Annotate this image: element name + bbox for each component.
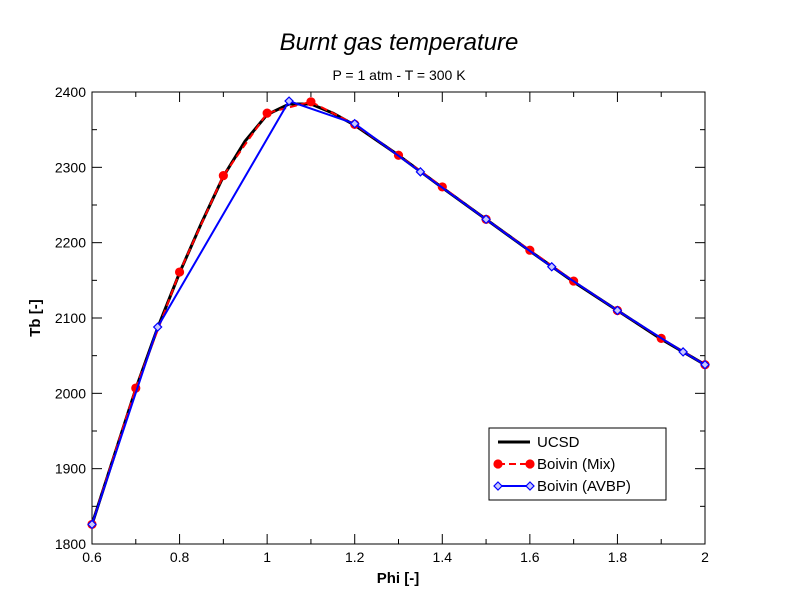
data-point [415,167,426,177]
x-tick-label: 1.6 [520,549,540,565]
data-point [349,118,360,129]
data-point [546,261,557,272]
legend-box [488,427,667,501]
x-tick-label: 0.6 [82,549,102,565]
legend-marker [525,481,535,491]
data-point [481,214,491,225]
series-line [91,100,706,525]
x-tick-label: 1.4 [433,549,453,565]
x-tick-label: 1.2 [345,549,365,565]
x-axis-label: Phi [-] [377,570,420,587]
data-point [678,347,688,357]
y-tick-label: 2200 [55,235,86,251]
data-point [284,96,294,106]
y-tick-label: 2100 [55,310,86,326]
chart-title: Burnt gas temperature [280,29,519,56]
data-point [174,267,185,277]
y-tick-label: 1800 [55,536,86,552]
data-point [152,322,163,332]
y-axis-label: Tb [-] [27,299,44,336]
data-point [262,108,272,118]
legend-label: UCSD [537,434,580,451]
legend-label: Boivin (Mix) [537,456,615,473]
x-tick-label: 1 [263,549,271,565]
legend-marker [493,459,503,469]
y-tick-label: 2400 [55,84,86,100]
legend-label: Boivin (AVBP) [537,478,631,495]
data-point [87,519,97,530]
legend-marker [525,459,535,469]
x-tick-label: 0.8 [170,549,190,565]
plot-area: 0.6 0.8 1 1.2 1.4 1.6 1.8 2 1800 1900 2000 2100 2200… [55,84,710,565]
legend-marker [493,481,503,491]
data-point [306,97,316,107]
data-point [612,305,623,316]
data-point [700,359,710,370]
legend: UCSD Boivin (Mix) Boivin (AVBP) [488,427,667,501]
chart-subtitle: P = 1 atm - T = 300 K [332,67,466,83]
y-tick-label: 2300 [55,159,86,175]
data-point [218,171,228,181]
y-tick-label: 1900 [55,461,86,477]
x-tick-label: 1.8 [608,549,628,565]
x-tick-label: 2 [701,549,709,565]
y-tick-label: 2000 [55,385,86,401]
